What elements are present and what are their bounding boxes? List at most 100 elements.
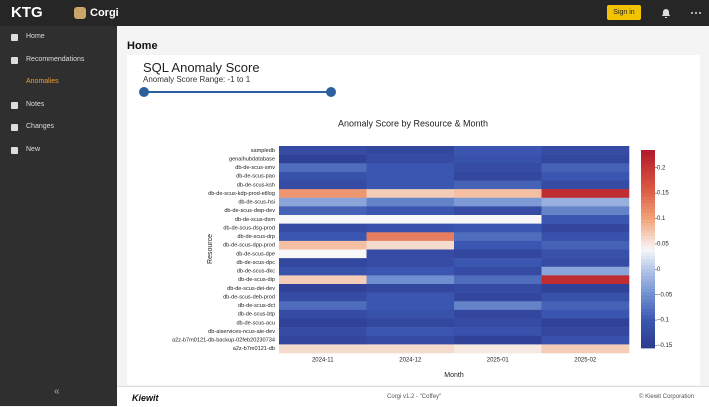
heatmap-cell	[541, 215, 630, 224]
colorbar-segment	[641, 239, 655, 243]
nav-icon	[11, 146, 18, 154]
y-tick-label: db-de-scus-ksh	[237, 182, 275, 188]
heatmap-cell	[366, 275, 455, 285]
heatmap-cell	[541, 154, 630, 164]
colorbar-segment	[641, 344, 655, 349]
y-tick-label: db-de-scus-acu	[236, 320, 275, 326]
heatmap-cell	[541, 301, 630, 311]
heatmap-cell	[454, 327, 542, 337]
y-tick-label: db-aiservices-ncus-aie-dev	[208, 329, 275, 335]
nav-item[interactable]: Changes	[26, 123, 55, 130]
heatmap-cell	[541, 284, 630, 293]
heatmap-cell	[541, 275, 630, 285]
app-name: Corgi	[90, 7, 119, 19]
colorbar-segment	[641, 324, 655, 329]
heatmap-cell	[366, 249, 455, 259]
heatmap-cell	[541, 266, 630, 276]
nav-item[interactable]: Notes	[26, 100, 45, 108]
colorbar-tick-label: −0.15	[657, 343, 673, 349]
colorbar-segment	[641, 334, 655, 339]
nav-item[interactable]: Home	[26, 33, 45, 40]
heatmap-cell	[541, 189, 630, 199]
colorbar-tick-label: 0.2	[657, 165, 666, 171]
heatmap-cell	[279, 180, 367, 190]
heatmap-cell	[454, 318, 542, 328]
heatmap-cell	[366, 240, 455, 250]
colorbar-segment	[641, 338, 655, 342]
nav-item[interactable]: Anomalies	[26, 78, 59, 85]
heatmap-cell	[366, 292, 455, 302]
colorbar-segment	[641, 225, 655, 230]
colorbar-segment	[641, 318, 655, 322]
heatmap-cell	[454, 240, 542, 250]
colorbar-segment	[641, 222, 655, 227]
slider-handle[interactable]	[139, 87, 149, 97]
y-tick-label: db-de-scus-btp	[238, 312, 275, 318]
heatmap-cell	[366, 146, 455, 155]
y-tick-label: db-de-scus-dpe	[236, 251, 275, 257]
card-title: SQL Anomaly Score	[143, 60, 260, 75]
heatmap-cell	[541, 171, 630, 181]
heatmap-cell	[366, 180, 455, 190]
colorbar-segment	[641, 315, 655, 319]
heatmap-cell	[366, 171, 455, 181]
heatmap-cell	[541, 318, 630, 328]
heatmap-cell	[279, 240, 367, 250]
heatmap-cell	[279, 327, 367, 337]
bell-icon[interactable]	[660, 7, 672, 19]
heatmap-cell	[279, 189, 367, 199]
menu-icon[interactable]	[690, 11, 702, 15]
colorbar-segment	[641, 166, 655, 171]
colorbar-segment	[641, 156, 655, 161]
heatmap-cell	[279, 292, 367, 302]
colorbar-segment	[641, 206, 655, 210]
colorbar-segment	[641, 265, 655, 270]
y-tick-label: genaihubdatabase	[229, 156, 275, 162]
colorbar-segment	[641, 192, 655, 197]
heatmap-cell	[279, 318, 367, 328]
footer-copyright: © Kiewit Corporation	[639, 394, 695, 400]
colorbar-segment	[641, 305, 655, 309]
colorbar-segment	[641, 242, 655, 247]
nav-icon	[11, 56, 18, 64]
heatmap-cell	[454, 292, 542, 302]
collapse-button[interactable]: «	[54, 386, 60, 397]
y-tick-label: db-de-scus-dct	[238, 303, 275, 309]
heatmap-cell	[279, 206, 367, 216]
heatmap-cell	[366, 301, 455, 311]
nav-icon	[11, 34, 18, 41]
logo: KTG	[11, 4, 43, 21]
x-tick-label: 2025-01	[487, 358, 510, 364]
y-tick-label: db-de-scus-dwp-dev	[224, 208, 275, 214]
nav-item[interactable]: New	[26, 145, 41, 153]
heatmap-cell	[541, 249, 630, 259]
heatmap-chart: Anomaly Score by Resource & Month sampled…	[172, 118, 673, 378]
heatmap-cell	[279, 197, 367, 207]
heatmap-cell	[366, 215, 455, 224]
sign-in-button[interactable]: Sign in	[607, 5, 641, 20]
footer-brand: Kiewit	[132, 393, 159, 403]
y-tick-label: db-de-scus-kdp-prod-etllog	[208, 191, 275, 197]
heatmap-cell	[454, 232, 542, 242]
colorbar-segment	[641, 298, 655, 303]
sidebar: Home Recommendations Anomalies Notes Changes…	[0, 26, 117, 406]
colorbar-segment	[641, 186, 655, 190]
heatmap-cell	[541, 292, 630, 302]
colorbar-segment	[641, 209, 655, 214]
slider-handle[interactable]	[326, 87, 336, 97]
heatmap-cell	[541, 206, 630, 216]
colorbar-segment	[641, 183, 655, 187]
heatmap-cell	[279, 215, 367, 224]
heatmap-cell	[454, 275, 542, 285]
colorbar-segment	[641, 173, 655, 177]
colorbar-segment	[641, 255, 655, 260]
heatmap-cell	[366, 266, 455, 276]
colorbar-segment	[641, 163, 655, 167]
heatmap-cell	[366, 223, 455, 233]
colorbar-segment	[641, 176, 655, 181]
colorbar-segment	[641, 169, 655, 174]
y-tick-label: a2z-b7m0121-db	[233, 346, 275, 352]
range-text: Anomaly Score Range: -1 to 1	[143, 75, 251, 84]
nav-item[interactable]: Recommendations	[26, 55, 85, 63]
heatmap-cell	[454, 189, 542, 199]
